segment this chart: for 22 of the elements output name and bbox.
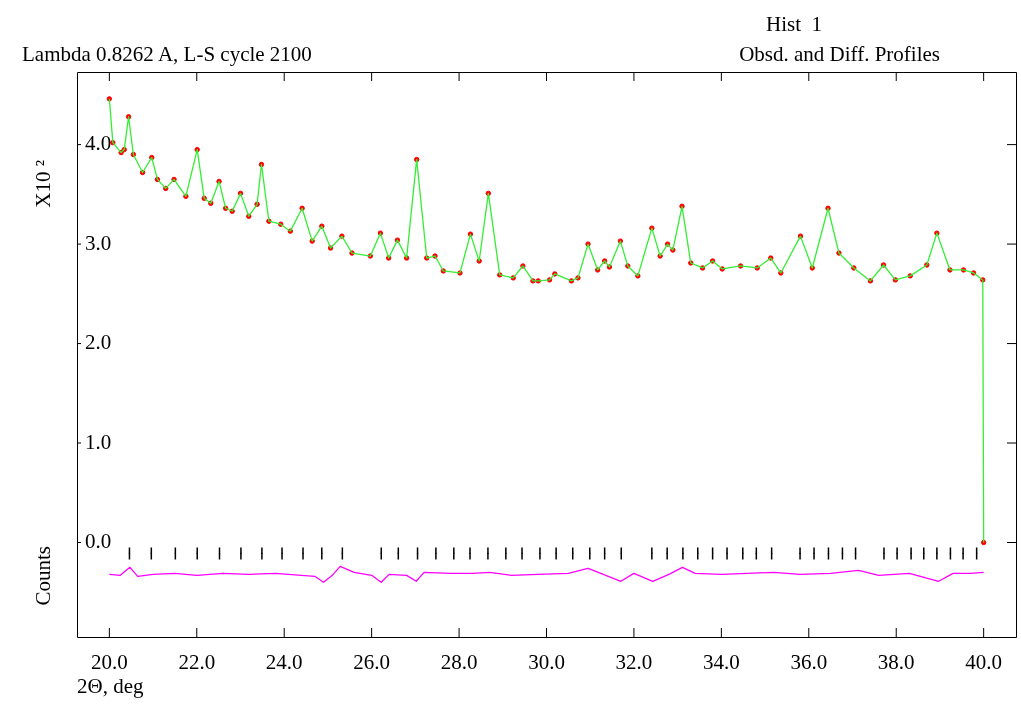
x-tick-label: 22.0	[178, 650, 216, 675]
y-tick-label: 0.0	[85, 529, 112, 554]
x-tick-label: 36.0	[790, 650, 828, 675]
y-tick-label: 3.0	[85, 230, 112, 255]
x-tick-label: 38.0	[877, 650, 915, 675]
chart-title: Lambda 0.8262 A, L-S cycle 2100	[22, 42, 312, 66]
x-tick-label: 34.0	[702, 650, 740, 675]
x-tick-label: 28.0	[440, 650, 478, 675]
y-tick-label: 1.0	[85, 429, 112, 454]
x-tick-label: 26.0	[353, 650, 391, 675]
x-tick-label: 32.0	[615, 650, 653, 675]
x-axis-title: 2Θ, deg	[77, 674, 144, 698]
chart-subtitle: Obsd. and Diff. Profiles	[739, 42, 940, 66]
text: Hist 1	[766, 12, 823, 36]
y-axis-title: Counts	[31, 546, 55, 606]
x-tick-label: 24.0	[265, 650, 303, 675]
y-tick-label: 2.0	[85, 330, 112, 355]
x-tick-label: 30.0	[528, 650, 565, 675]
x-tick-label: 40.0	[965, 650, 1003, 675]
text: X10 ²	[31, 160, 55, 208]
y-tick-label: 4.0	[85, 131, 112, 156]
x-tick-label: 20.0	[90, 650, 128, 675]
